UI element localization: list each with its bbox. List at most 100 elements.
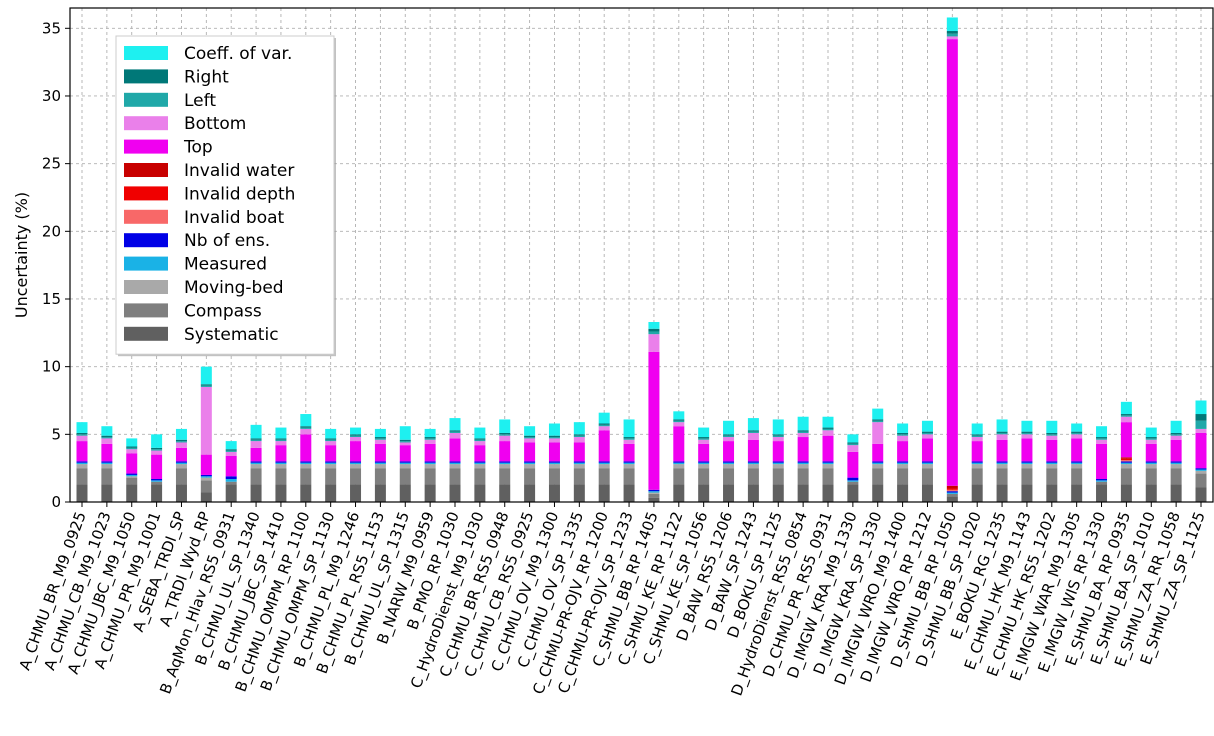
bar-segment bbox=[573, 435, 585, 438]
bar-segment bbox=[971, 468, 983, 485]
bar-segment bbox=[723, 435, 735, 438]
bar-segment bbox=[374, 461, 386, 463]
bar-segment bbox=[822, 462, 834, 465]
bar-segment bbox=[1120, 414, 1132, 416]
bar-segment bbox=[847, 480, 859, 482]
y-tick-label: 15 bbox=[42, 290, 61, 308]
bar-segment bbox=[399, 442, 411, 446]
bar-segment bbox=[822, 464, 834, 469]
bar-segment bbox=[350, 434, 362, 436]
bar-segment bbox=[499, 464, 511, 469]
bar-segment bbox=[200, 384, 212, 386]
bar-segment bbox=[797, 462, 809, 465]
bar-segment bbox=[897, 434, 909, 436]
bar-segment bbox=[250, 438, 262, 440]
bar-segment bbox=[971, 461, 983, 463]
bar-segment bbox=[698, 484, 710, 502]
legend-swatch bbox=[124, 209, 168, 224]
legend-swatch bbox=[124, 46, 168, 60]
bar-segment bbox=[524, 438, 536, 443]
bar-segment bbox=[424, 438, 436, 440]
y-tick-label: 10 bbox=[42, 358, 61, 376]
x-axis-ticks: A_CHMU_BR_M9_0925A_CHMU_CB_M9_1023A_CHMU… bbox=[16, 502, 1210, 699]
bar-segment bbox=[1145, 443, 1157, 462]
bar-segment bbox=[1071, 468, 1083, 485]
bar-segment bbox=[399, 462, 411, 465]
bar-segment bbox=[648, 492, 660, 494]
bar-segment bbox=[175, 441, 187, 443]
y-tick-label: 25 bbox=[42, 155, 61, 173]
bar-segment bbox=[598, 468, 610, 485]
bar-segment bbox=[723, 420, 735, 435]
bar-segment bbox=[1096, 484, 1108, 502]
bar-segment bbox=[325, 462, 337, 465]
bar-segment bbox=[126, 447, 138, 450]
bar-segment bbox=[200, 386, 212, 455]
bar-segment bbox=[1170, 484, 1182, 502]
bar-segment bbox=[1145, 437, 1157, 439]
bar-segment bbox=[996, 468, 1008, 485]
bar-segment bbox=[76, 461, 88, 463]
bar-segment bbox=[250, 464, 262, 469]
bar-segment bbox=[648, 331, 660, 335]
bar-segment bbox=[200, 366, 212, 385]
bar-segment bbox=[325, 438, 337, 440]
bar-segment bbox=[1145, 468, 1157, 485]
bar-segment bbox=[350, 435, 362, 438]
bar-segment bbox=[449, 468, 461, 485]
bar-segment bbox=[996, 464, 1008, 469]
bar-segment bbox=[151, 454, 163, 479]
bar-segment bbox=[151, 434, 163, 448]
bar-segment bbox=[151, 449, 163, 451]
bar-segment bbox=[747, 461, 759, 463]
bar-segment bbox=[872, 464, 884, 469]
bar-segment bbox=[921, 434, 933, 439]
bar-segment bbox=[847, 477, 859, 481]
bar-segment bbox=[474, 438, 486, 440]
bar-segment bbox=[772, 484, 784, 502]
bar-segment bbox=[971, 462, 983, 465]
bar-segment bbox=[946, 493, 958, 497]
bar-segment bbox=[1120, 484, 1132, 502]
legend-swatch bbox=[124, 280, 168, 294]
bar-segment bbox=[275, 438, 287, 440]
bar-segment bbox=[1195, 469, 1207, 471]
bar-segment bbox=[126, 474, 138, 477]
bar-segment bbox=[548, 484, 560, 502]
bar-segment bbox=[598, 423, 610, 425]
bar-segment bbox=[76, 435, 88, 442]
bar-segment bbox=[847, 443, 859, 446]
bar-segment bbox=[1071, 432, 1083, 435]
bar-segment bbox=[275, 462, 287, 465]
bar-segment bbox=[449, 418, 461, 431]
bar-segment bbox=[499, 484, 511, 502]
legend-label: Invalid depth bbox=[184, 184, 295, 204]
bar-segment bbox=[225, 476, 237, 479]
bar-segment bbox=[225, 478, 237, 482]
bar-segment bbox=[723, 468, 735, 485]
bar-segment bbox=[598, 464, 610, 469]
bar-segment bbox=[1120, 415, 1132, 417]
bar-segment bbox=[822, 427, 834, 429]
bar-segment bbox=[474, 462, 486, 465]
bar-segment bbox=[399, 484, 411, 502]
legend-label: Invalid water bbox=[184, 161, 294, 181]
legend-swatch bbox=[124, 186, 168, 201]
bar-segment bbox=[548, 423, 560, 436]
bar-segment bbox=[524, 468, 536, 485]
bar-segment bbox=[499, 419, 511, 433]
bar-segment bbox=[598, 426, 610, 431]
bar-segment bbox=[151, 481, 163, 485]
bar-segment bbox=[772, 464, 784, 469]
bar-segment bbox=[822, 468, 834, 485]
bar-segment bbox=[449, 462, 461, 465]
bar-segment bbox=[1195, 468, 1207, 470]
bar-segment bbox=[325, 428, 337, 439]
bar-segment bbox=[200, 480, 212, 493]
legend-swatch bbox=[124, 326, 168, 341]
bar-segment bbox=[872, 462, 884, 465]
bar-segment bbox=[1071, 464, 1083, 469]
bar-segment bbox=[275, 427, 287, 439]
bar-segment bbox=[374, 464, 386, 469]
bar-segment bbox=[225, 451, 237, 456]
